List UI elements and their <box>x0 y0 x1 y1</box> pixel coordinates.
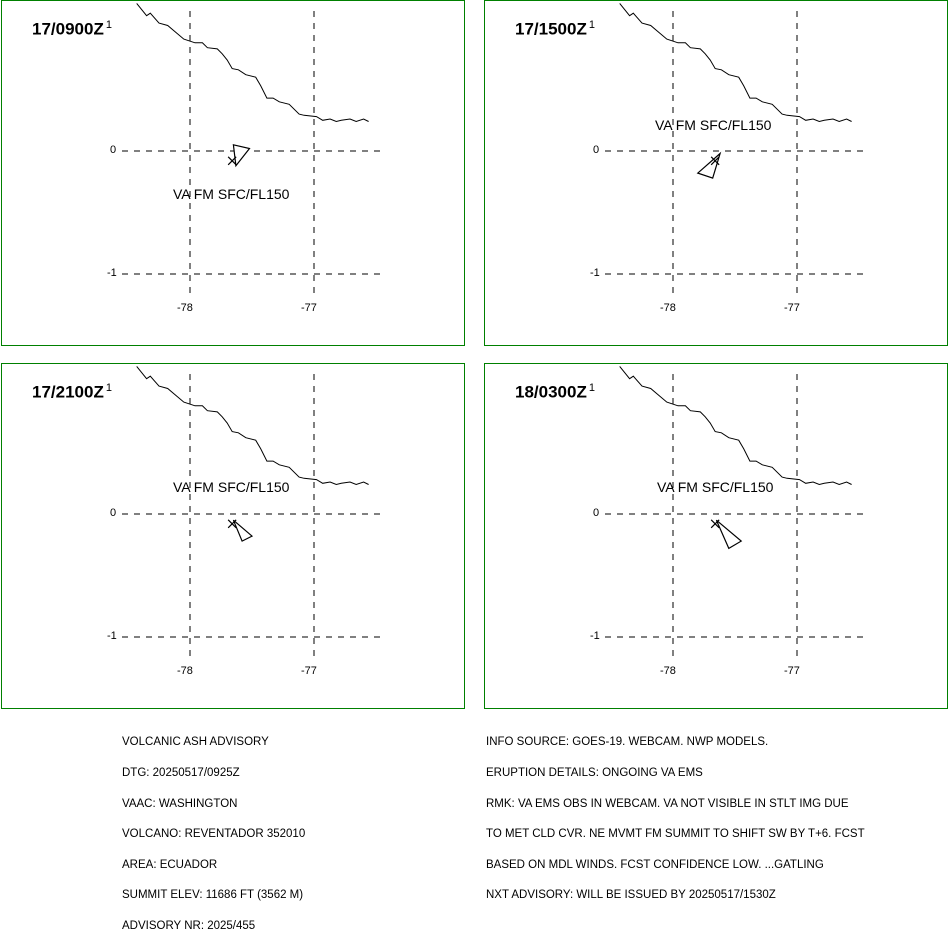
panel-time-label: 17/2100Z 1 <box>32 382 112 402</box>
advisory-line: VOLCANIC ASH ADVISORY <box>122 736 269 749</box>
advisory-line: INFO SOURCE: GOES-19. WEBCAM. NWP MODELS… <box>486 736 769 749</box>
lat-tick-minus1: -1 <box>590 630 600 642</box>
map-panel-4: 18/0300Z 1 VA FM SFC/FL150 0 -1 -78 -77 <box>484 363 948 709</box>
advisory-line: NXT ADVISORY: WILL BE ISSUED BY 20250517… <box>486 889 776 902</box>
lon-tick-minus78: -78 <box>177 665 193 677</box>
advisory-line: AREA: ECUADOR <box>122 858 218 871</box>
ash-level-label: VA FM SFC/FL150 <box>173 479 290 495</box>
ash-cloud-polygon <box>232 519 254 542</box>
panel-time-label: 17/1500Z 1 <box>515 19 595 39</box>
lat-tick-0: 0 <box>110 507 117 519</box>
volcano-marker <box>710 519 720 529</box>
lon-tick-minus77: -77 <box>301 665 317 677</box>
lon-tick-minus77: -77 <box>784 302 800 314</box>
ash-level-label: VA FM SFC/FL150 <box>657 479 774 495</box>
lon-tick-minus78: -78 <box>660 665 676 677</box>
volcano-marker <box>227 156 237 166</box>
map-canvas-4 <box>605 366 865 656</box>
lat-tick-minus1: -1 <box>107 267 117 279</box>
country-boundary <box>136 3 369 123</box>
advisory-line: VAAC: WASHINGTON <box>122 797 238 810</box>
advisory-line: RMK: VA EMS OBS IN WEBCAM. VA NOT VISIBL… <box>486 797 849 810</box>
advisory-line: SUMMIT ELEV: 11686 FT (3562 M) <box>122 889 304 902</box>
map-panel-3: 17/2100Z 1 VA FM SFC/FL150 0 -1 -78 -77 <box>1 363 465 709</box>
map-canvas-3 <box>122 366 382 656</box>
map-panel-2: 17/1500Z 1 VA FM SFC/FL150 0 -1 -78 -77 <box>484 0 948 346</box>
country-boundary <box>619 366 852 486</box>
country-boundary <box>136 366 369 486</box>
map-canvas-1 <box>122 3 382 293</box>
advisory-line: TO MET CLD CVR. NE MVMT FM SUMMIT TO SHI… <box>486 828 865 841</box>
lat-tick-0: 0 <box>593 144 600 156</box>
ash-cloud-polygon <box>696 151 722 179</box>
panel-time-label: 18/0300Z 1 <box>515 382 595 402</box>
map-panel-1: 17/0900Z 1 VA FM SFC/FL150 0 -1 -78 -77 <box>1 0 465 346</box>
lon-tick-minus77: -77 <box>301 302 317 314</box>
volcano-marker <box>227 519 237 529</box>
ash-cloud-polygon <box>715 519 743 550</box>
lat-tick-minus1: -1 <box>107 630 117 642</box>
lat-tick-minus1: -1 <box>590 267 600 279</box>
lat-tick-0: 0 <box>593 507 600 519</box>
advisory-remarks-block: INFO SOURCE: GOES-19. WEBCAM. NWP MODELS… <box>486 717 865 911</box>
ash-cloud-polygon <box>232 144 251 168</box>
country-boundary <box>619 3 852 123</box>
advisory-line: BASED ON MDL WINDS. FCST CONFIDENCE LOW.… <box>486 858 824 871</box>
ash-level-label: VA FM SFC/FL150 <box>655 117 772 133</box>
lon-tick-minus78: -78 <box>660 302 676 314</box>
lon-tick-minus78: -78 <box>177 302 193 314</box>
advisory-line: ERUPTION DETAILS: ONGOING VA EMS <box>486 767 703 779</box>
lon-tick-minus77: -77 <box>784 665 800 677</box>
advisory-line: VOLCANO: REVENTADOR 352010 <box>122 828 306 841</box>
advisory-header-block: VOLCANIC ASH ADVISORY DTG: 20250517/0925… <box>122 717 305 941</box>
volcano-marker <box>710 156 720 166</box>
lat-tick-0: 0 <box>110 144 117 156</box>
ash-level-label: VA FM SFC/FL150 <box>173 186 290 202</box>
advisory-line: DTG: 20250517/0925Z <box>122 767 240 779</box>
map-canvas-2 <box>605 3 865 293</box>
advisory-line: ADVISORY NR: 2025/455 <box>122 919 256 932</box>
panel-time-label: 17/0900Z 1 <box>32 19 112 39</box>
